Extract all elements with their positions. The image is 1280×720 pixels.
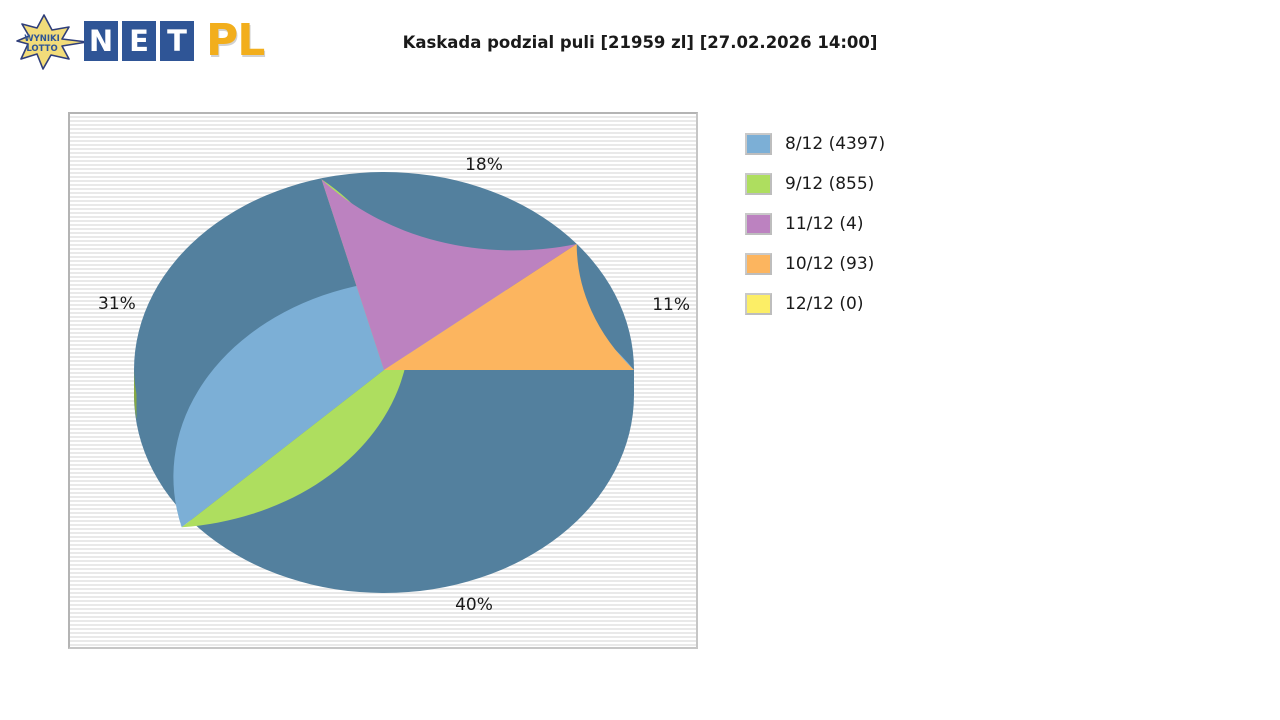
legend-label-11-12: 11/12 (4) (785, 214, 864, 234)
star-text-lotto: LOTTO (26, 44, 57, 54)
logo-letter-n: N (84, 21, 118, 61)
logo-letter-e: E (122, 21, 156, 61)
legend-label-12-12: 12/12 (0) (785, 294, 864, 314)
legend-swatch-icon (745, 213, 772, 235)
legend-swatch-icon (745, 293, 772, 315)
pie-label-top: 18% (465, 155, 503, 175)
pie-side-green (134, 370, 137, 420)
star-logo-icon: WYNIKI LOTTO (16, 14, 88, 70)
logo-letter-t: T (160, 21, 194, 61)
legend-swatch-icon (745, 133, 772, 155)
logo-pl-text: PL (206, 15, 265, 66)
legend-swatch-icon (745, 253, 772, 275)
legend-swatch-icon (745, 173, 772, 195)
pie-slice-10-12[interactable] (384, 244, 634, 370)
pie-slice-11-12[interactable] (321, 179, 577, 370)
legend-item-10-12[interactable]: 10/12 (93) (745, 244, 1045, 284)
pie-label-bottom: 40% (455, 595, 493, 615)
chart-legend: 8/12 (4397) 9/12 (855) 11/12 (4) 10/12 (… (745, 124, 1045, 324)
pie-label-left: 31% (98, 294, 136, 314)
legend-item-11-12[interactable]: 11/12 (4) (745, 204, 1045, 244)
pie-slices (173, 179, 634, 528)
page-header: WYNIKI LOTTO N E T PL Kaskada podzial pu… (0, 0, 1280, 88)
legend-item-9-12[interactable]: 9/12 (855) (745, 164, 1045, 204)
pie-label-right: 11% (652, 295, 690, 315)
page-title: Kaskada podzial puli [21959 zl] [27.02.2… (402, 33, 878, 52)
site-logo[interactable]: WYNIKI LOTTO N E T PL (16, 14, 268, 70)
chart-plot-area: 18% 11% 31% 40% (68, 112, 698, 649)
pie-chart: 18% 11% 31% 40% (98, 155, 690, 615)
legend-label-10-12: 10/12 (93) (785, 254, 875, 274)
legend-item-8-12[interactable]: 8/12 (4397) (745, 124, 1045, 164)
star-text-wyniki: WYNIKI (24, 34, 60, 44)
logo-net-boxes: N E T (84, 21, 194, 61)
legend-item-12-12[interactable]: 12/12 (0) (745, 284, 1045, 324)
legend-label-9-12: 9/12 (855) (785, 174, 875, 194)
legend-label-8-12: 8/12 (4397) (785, 134, 886, 154)
